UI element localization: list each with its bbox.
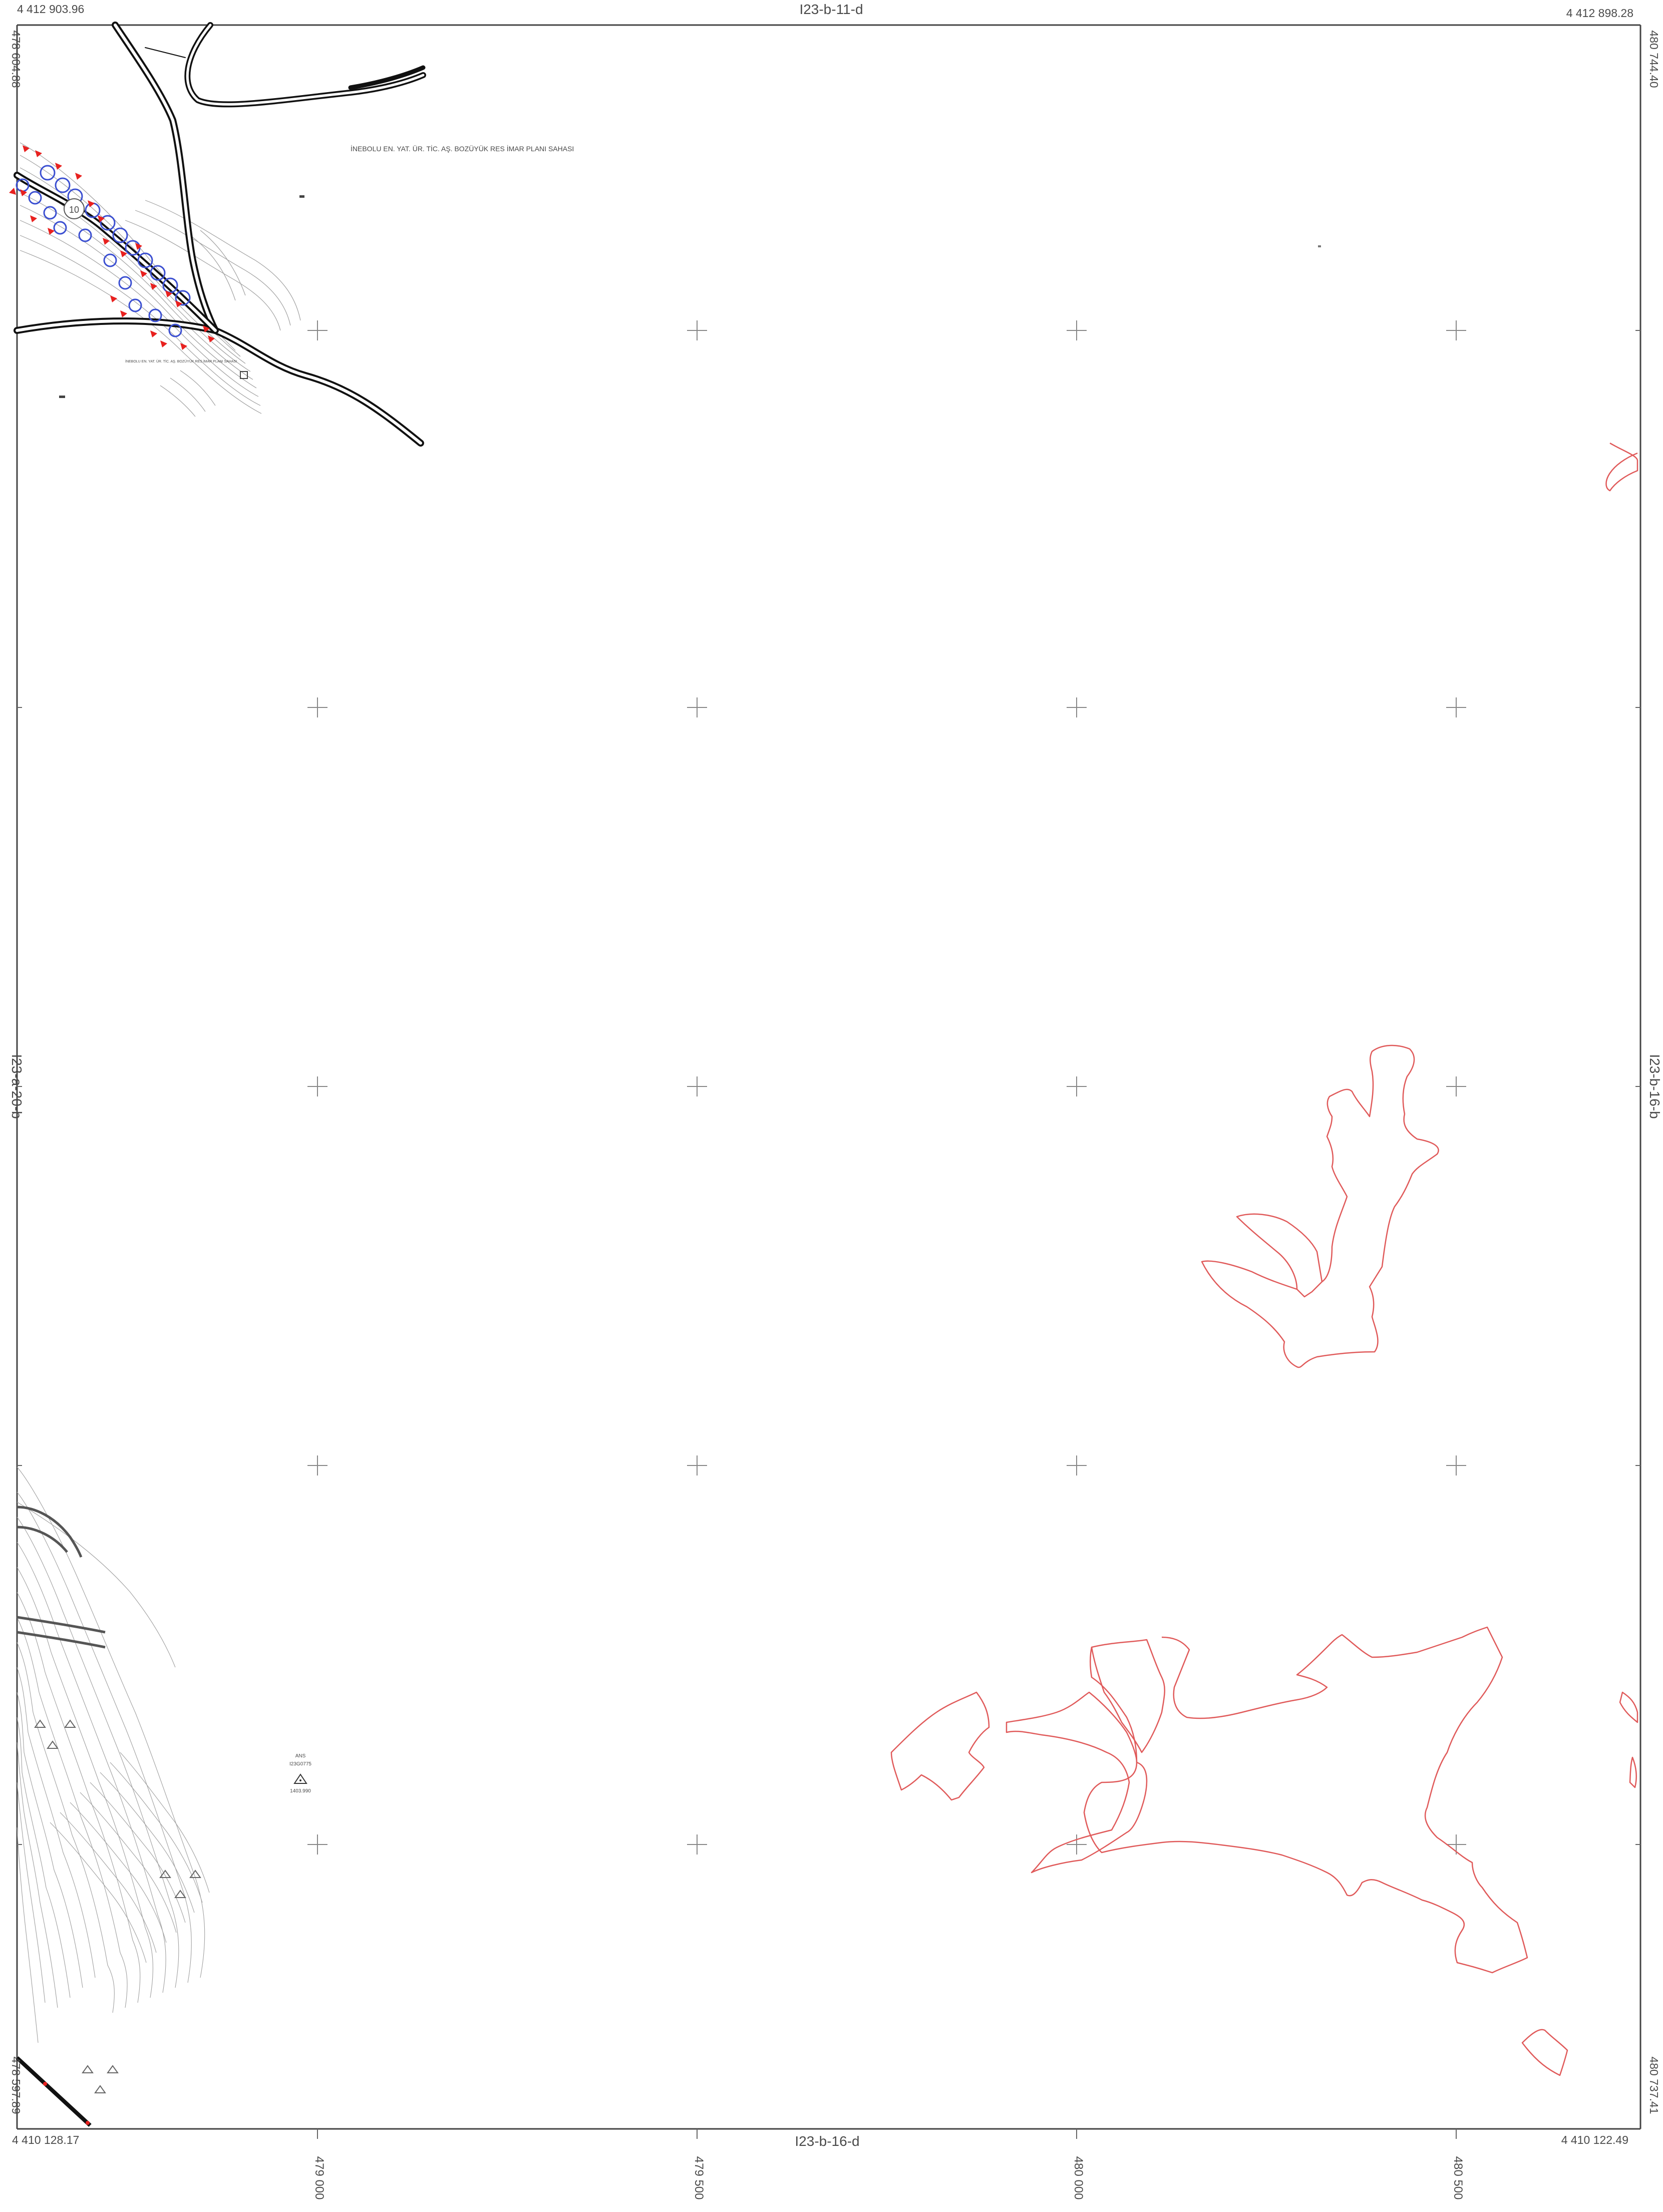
turbine-number-label: 10 (69, 205, 79, 215)
bottom-left-northing: 4 410 128.17 (12, 2133, 79, 2146)
survey-point: ANS I23G0775 1403.990 (289, 1753, 311, 1794)
top-right-easting: 480 744.40 (1647, 30, 1660, 88)
grid-cross (1446, 1455, 1466, 1476)
sheet-name-left: I23-a-20-b (9, 1054, 25, 1119)
grid-cross (1067, 1834, 1087, 1855)
bottom-right-easting: 480 737.41 (1647, 2056, 1660, 2114)
survey-point-label: ANS (295, 1753, 306, 1759)
grid-cross (687, 1076, 707, 1096)
grid-cross (307, 1076, 327, 1096)
grid-cross (1067, 1455, 1087, 1476)
sheet-name-right: I23-b-16-b (1647, 1054, 1662, 1119)
topographic-area-top-left: 10 İNEBOLU EN. YAT. ÜR. TİC. AŞ. BOZÜYÜK… (9, 22, 1321, 447)
grid-cross (307, 1834, 327, 1855)
grid-cross (1067, 320, 1087, 340)
grid-cross (1446, 1076, 1466, 1096)
grid-cross (687, 1834, 707, 1855)
grid-cross (1067, 697, 1087, 717)
road-bottom-left (17, 1506, 106, 1649)
grid-crosses (307, 320, 1466, 1855)
top-right-northing: 4 412 898.28 (1566, 7, 1633, 20)
triangle-benchmark-icon (293, 1773, 307, 1784)
map-frame (16, 24, 1641, 2130)
frame-ticks (17, 330, 1640, 2139)
parcel-bottom-large (1083, 1626, 1528, 1974)
grid-cross (1067, 1076, 1087, 1096)
grid-cross (687, 697, 707, 717)
easting-tick-479500: 479 500 (692, 2156, 706, 2200)
easting-tick-479000: 479 000 (312, 2156, 326, 2200)
sheet-name-bottom: I23-b-16-d (795, 2133, 859, 2149)
survey-triangles-bottom (34, 1719, 201, 2093)
sheet-name-top: I23-b-11-d (799, 2, 863, 17)
contour-lines-bottom (17, 1466, 210, 2043)
bottom-left-easting: 478 597.89 (10, 2056, 23, 2114)
grid-cross (687, 1455, 707, 1476)
top-left-easting: 478 604.88 (10, 30, 23, 88)
parcel-center-right (1201, 1044, 1439, 1368)
plan-area-title: İNEBOLU EN. YAT. ÜR. TİC. AŞ. BOZÜYÜK RE… (351, 144, 574, 153)
roads-top (14, 22, 426, 447)
easting-tick-480500: 480 500 (1451, 2156, 1465, 2200)
topographic-area-bottom-left (16, 1466, 210, 2127)
parcel-center-right-notch (1296, 1281, 1322, 1298)
parcel-right-edge-top (1605, 442, 1638, 492)
parcel-bottom-left-small (890, 1691, 990, 1801)
grid-cross (1446, 320, 1466, 340)
survey-point-code: I23G0775 (289, 1761, 311, 1767)
survey-point-elevation: 1403.990 (290, 1788, 311, 1794)
grid-cross (307, 697, 327, 717)
top-left-northing: 4 412 903.96 (17, 3, 84, 16)
parcel-bottom-right-small (1521, 2029, 1568, 2076)
grid-cross (307, 1455, 327, 1476)
parcel-right-edge-bottom-a (1619, 1691, 1638, 1723)
grid-cross (307, 320, 327, 340)
parcel-bottom-middle-left (1006, 1691, 1148, 1874)
grid-cross (687, 320, 707, 340)
grid-cross (1446, 697, 1466, 717)
easting-tick-480000: 480 000 (1072, 2156, 1085, 2200)
plan-area-subtitle: İNEBOLU EN. YAT. ÜR. TİC. AŞ. BOZÜYÜK RE… (125, 359, 237, 363)
bottom-right-northing: 4 410 122.49 (1561, 2133, 1628, 2146)
parcel-bottom-middle-wedge (1091, 1639, 1166, 1753)
parcel-right-edge-bottom-b (1629, 1756, 1637, 1788)
power-line (16, 2056, 92, 2127)
parcel-outlines (890, 442, 1638, 2076)
